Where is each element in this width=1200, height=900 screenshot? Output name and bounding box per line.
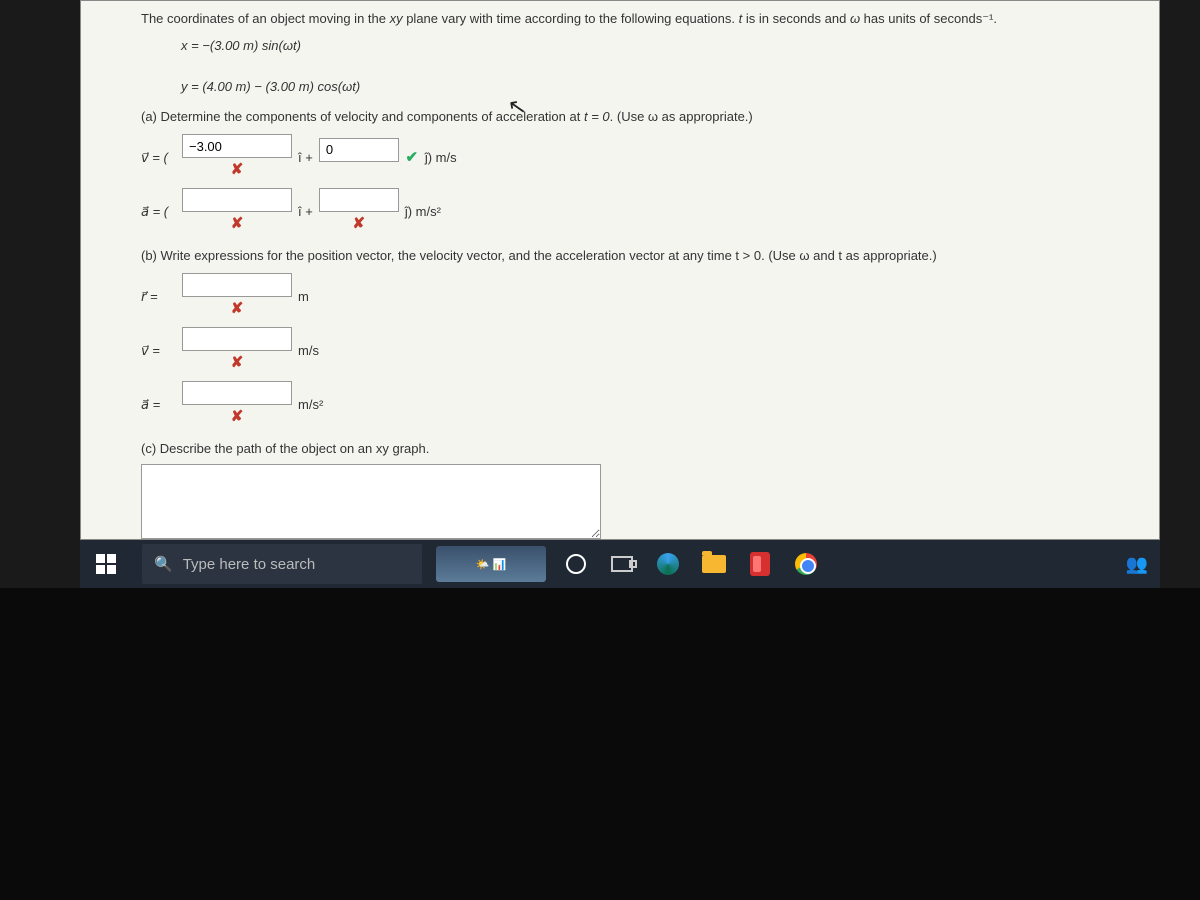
velocity-row: v⃗ = ( ✘ î + ✔ ĵ) m/s	[141, 134, 1099, 182]
correct-icon: ✔	[405, 146, 419, 170]
equation-x: x = −(3.00 m) sin(ωt)	[181, 36, 1099, 57]
v-label: v⃗ = (	[141, 148, 176, 169]
intro-text-1: The coordinates of an object moving in t…	[141, 11, 390, 26]
part-c-prompt: (c) Describe the path of the object on a…	[141, 439, 1099, 460]
cortana-icon[interactable]	[560, 548, 592, 580]
r-row: r⃗ = ✘ m	[141, 273, 1099, 321]
taskview-icon[interactable]	[606, 548, 638, 580]
wrong-icon: ✘	[230, 212, 244, 236]
unit-m: m	[298, 287, 309, 308]
a-label: a⃗ = (	[141, 202, 176, 223]
v-label-b: v⃗ =	[141, 341, 176, 362]
part-b: (b) Write expressions for the position v…	[141, 246, 1099, 429]
intro-text-4: has units of seconds⁻¹.	[860, 11, 997, 26]
a-label-b: a⃗ =	[141, 395, 176, 416]
office-icon[interactable]	[744, 548, 776, 580]
a-j-input[interactable]	[319, 188, 399, 212]
intro-omega: ω	[850, 11, 860, 26]
v-i-input[interactable]	[182, 134, 292, 158]
wrong-icon: ✘	[230, 405, 244, 429]
part-a-t0: t = 0	[584, 109, 610, 124]
chrome-icon[interactable]	[790, 548, 822, 580]
a-input-b[interactable]	[182, 381, 292, 405]
acceleration-row: a⃗ = ( ✘ î + ✘ ĵ) m/s²	[141, 188, 1099, 236]
intro-xy: xy	[390, 11, 403, 26]
r-label: r⃗ =	[141, 287, 176, 308]
equation-y: y = (4.00 m) − (3.00 m) cos(ωt)	[181, 77, 1099, 98]
part-a-prompt: (a) Determine the components of velocity…	[141, 107, 1099, 128]
below-screen-dark	[0, 588, 1200, 900]
i-hat-plus-2: î +	[298, 202, 313, 223]
people-icon[interactable]: 👥	[1126, 554, 1148, 575]
problem-intro: The coordinates of an object moving in t…	[141, 9, 1099, 30]
app-window: The coordinates of an object moving in t…	[80, 0, 1160, 540]
explorer-icon[interactable]	[698, 548, 730, 580]
wrong-icon: ✘	[230, 351, 244, 375]
v-j-input[interactable]	[319, 138, 399, 162]
search-box[interactable]: 🔍 Type here to search	[142, 544, 422, 584]
part-a: (a) Determine the components of velocity…	[141, 107, 1099, 236]
part-a-prompt-1: (a) Determine the components of velocity…	[141, 109, 584, 124]
problem-content: The coordinates of an object moving in t…	[81, 1, 1159, 556]
search-placeholder: Type here to search	[183, 556, 316, 573]
edge-icon[interactable]	[652, 548, 684, 580]
a-row-b: a⃗ = ✘ m/s²	[141, 381, 1099, 429]
search-icon: 🔍	[154, 555, 173, 573]
v-row-b: v⃗ = ✘ m/s	[141, 327, 1099, 375]
unit-ms: ĵ) m/s	[425, 148, 457, 169]
wrong-icon: ✘	[352, 212, 366, 236]
intro-text-3: is in seconds and	[742, 11, 850, 26]
unit-ms-b: m/s	[298, 341, 319, 362]
part-c-textarea[interactable]	[141, 464, 601, 539]
unit-ms2: ĵ) m/s²	[405, 202, 441, 223]
wrong-icon: ✘	[230, 297, 244, 321]
i-hat-plus: î +	[298, 148, 313, 169]
r-input[interactable]	[182, 273, 292, 297]
intro-text-2: plane vary with time according to the fo…	[403, 11, 739, 26]
part-c: (c) Describe the path of the object on a…	[141, 439, 1099, 546]
wrong-icon: ✘	[230, 158, 244, 182]
unit-ms2-b: m/s²	[298, 395, 323, 416]
a-i-input[interactable]	[182, 188, 292, 212]
taskbar: 🔍 Type here to search 🌤️ 📊 👥	[80, 540, 1160, 588]
start-button[interactable]	[84, 540, 128, 588]
part-a-prompt-2: . (Use ω as appropriate.)	[610, 109, 753, 124]
part-b-prompt: (b) Write expressions for the position v…	[141, 246, 1099, 267]
weather-widget[interactable]: 🌤️ 📊	[436, 546, 546, 582]
v-input-b[interactable]	[182, 327, 292, 351]
